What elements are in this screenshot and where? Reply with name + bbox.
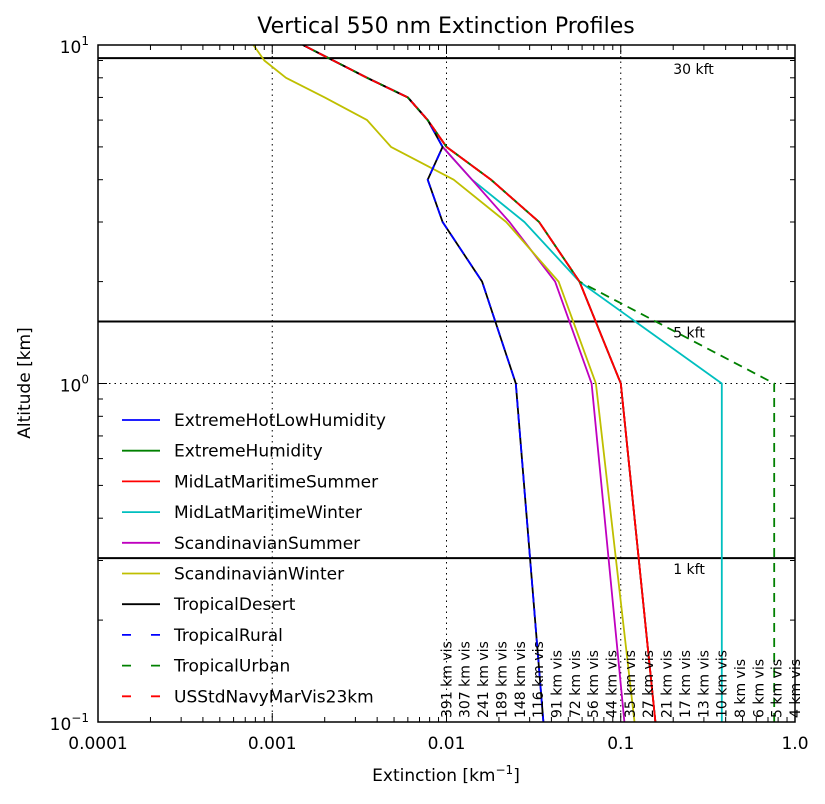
legend-label: TropicalUrban bbox=[173, 657, 290, 677]
visibility-label: 5 km vis bbox=[770, 659, 786, 718]
series-line bbox=[302, 45, 657, 722]
x-tick-label: 0.01 bbox=[428, 734, 466, 754]
visibility-label: 91 km vis bbox=[550, 650, 566, 718]
y-tick-label: 101 bbox=[60, 34, 89, 58]
visibility-label: 56 km vis bbox=[586, 650, 602, 718]
altitude-label: 30 kft bbox=[673, 62, 714, 78]
visibility-label: 10 km vis bbox=[715, 650, 731, 718]
visibility-labels: 391 km vis 307 km vis 241 km vis 189 km vis… bbox=[440, 641, 805, 718]
altitude-label: 5 kft bbox=[673, 326, 705, 342]
x-tick-label: 1.0 bbox=[781, 734, 808, 754]
visibility-label: 116 km vis bbox=[531, 641, 547, 718]
legend-label: ExtremeHotLowHumidity bbox=[174, 411, 386, 431]
visibility-label: 27 km vis bbox=[641, 650, 657, 718]
y-tick-label: 10−1 bbox=[50, 711, 89, 735]
visibility-label: 72 km vis bbox=[568, 650, 584, 718]
x-tick-label: 0.0001 bbox=[68, 734, 127, 754]
legend: ExtremeHotLowHumidity ExtremeHumidity MidL… bbox=[122, 411, 386, 707]
legend-label: ExtremeHumidity bbox=[174, 442, 323, 462]
visibility-label: 13 km vis bbox=[696, 650, 712, 718]
altitude-label: 1 kft bbox=[673, 562, 705, 578]
axis-ticks: 0.0001 0.001 0.01 0.1 1.0 101 100 10−1 bbox=[50, 34, 809, 754]
x-tick-label: 0.001 bbox=[248, 734, 297, 754]
series-line bbox=[252, 45, 636, 722]
legend-label: MidLatMaritimeSummer bbox=[174, 472, 378, 492]
visibility-label: 44 km vis bbox=[605, 650, 621, 718]
visibility-label: 35 km vis bbox=[623, 650, 639, 718]
chart-title: Vertical 550 nm Extinction Profiles bbox=[257, 14, 634, 39]
legend-label: TropicalDesert bbox=[173, 595, 296, 615]
visibility-label: 21 km vis bbox=[660, 650, 676, 718]
y-tick-label: 100 bbox=[60, 373, 89, 397]
x-tick-label: 0.1 bbox=[607, 734, 634, 754]
legend-label: ScandinavianWinter bbox=[174, 565, 344, 585]
series-lines bbox=[252, 45, 776, 722]
series-line bbox=[302, 45, 776, 722]
altitude-reference-lines: 30 kft 5 kft 1 kft bbox=[98, 57, 795, 578]
series-line bbox=[302, 45, 657, 722]
legend-label: TropicalRural bbox=[173, 626, 283, 646]
series-line bbox=[302, 45, 657, 722]
x-axis-label: Extinction [km−1] bbox=[372, 763, 520, 786]
visibility-label: 391 km vis bbox=[440, 641, 456, 718]
visibility-label: 8 km vis bbox=[733, 659, 749, 718]
visibility-label: 4 km vis bbox=[788, 659, 804, 718]
legend-label: MidLatMaritimeWinter bbox=[174, 503, 362, 523]
visibility-label: 241 km vis bbox=[476, 641, 492, 718]
legend-label: USStdNavyMarVis23km bbox=[174, 687, 374, 707]
series-line bbox=[441, 146, 723, 722]
visibility-label: 189 km vis bbox=[495, 641, 511, 718]
visibility-label: 6 km vis bbox=[751, 659, 767, 718]
visibility-label: 17 km vis bbox=[678, 650, 694, 718]
series-line bbox=[302, 45, 657, 722]
visibility-label: 307 km vis bbox=[458, 641, 474, 718]
legend-label: ScandinavianSummer bbox=[174, 534, 360, 554]
grid bbox=[98, 45, 795, 722]
y-axis-label: Altitude [km] bbox=[15, 327, 35, 439]
visibility-label: 148 km vis bbox=[513, 641, 529, 718]
